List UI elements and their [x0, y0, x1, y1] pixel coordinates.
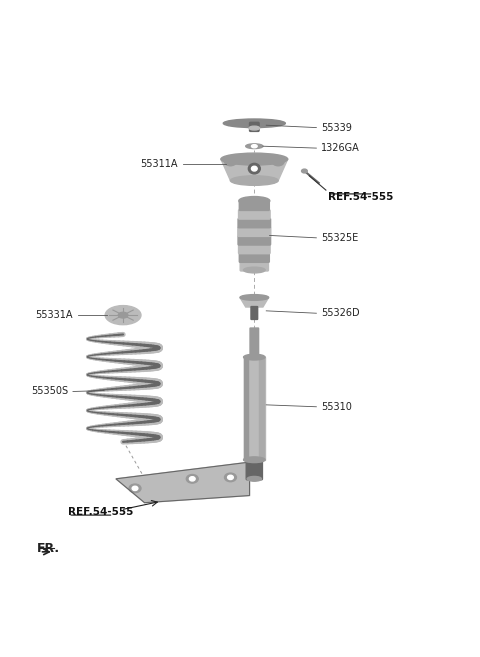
Ellipse shape: [223, 119, 285, 127]
Text: 55331A: 55331A: [36, 310, 73, 320]
Ellipse shape: [243, 354, 265, 360]
Ellipse shape: [105, 306, 141, 325]
FancyBboxPatch shape: [238, 236, 271, 245]
Ellipse shape: [221, 153, 288, 165]
Text: 55326D: 55326D: [321, 308, 360, 318]
Ellipse shape: [132, 486, 138, 491]
Ellipse shape: [301, 169, 307, 173]
Polygon shape: [243, 357, 265, 460]
Text: REF.54-555: REF.54-555: [328, 192, 394, 202]
FancyBboxPatch shape: [239, 244, 270, 254]
Text: 55311A: 55311A: [141, 159, 178, 169]
Ellipse shape: [243, 267, 265, 273]
Text: 55310: 55310: [321, 402, 352, 412]
FancyBboxPatch shape: [259, 357, 264, 460]
Polygon shape: [116, 462, 250, 503]
FancyBboxPatch shape: [243, 357, 248, 460]
Polygon shape: [240, 298, 269, 307]
Ellipse shape: [118, 312, 128, 318]
Ellipse shape: [129, 484, 141, 493]
Ellipse shape: [243, 457, 265, 463]
FancyBboxPatch shape: [246, 459, 263, 480]
Text: 55339: 55339: [321, 123, 352, 133]
FancyBboxPatch shape: [240, 201, 269, 210]
Ellipse shape: [230, 176, 278, 185]
Text: FR.: FR.: [37, 541, 60, 555]
Ellipse shape: [252, 166, 257, 171]
FancyBboxPatch shape: [240, 253, 269, 262]
FancyBboxPatch shape: [251, 307, 258, 319]
FancyBboxPatch shape: [250, 328, 259, 357]
Ellipse shape: [225, 157, 237, 166]
Ellipse shape: [239, 196, 270, 205]
Ellipse shape: [248, 164, 260, 174]
Ellipse shape: [249, 126, 260, 130]
Text: REF.54-555: REF.54-555: [68, 507, 133, 517]
Ellipse shape: [190, 477, 195, 481]
Ellipse shape: [246, 144, 263, 148]
Ellipse shape: [228, 475, 233, 480]
Ellipse shape: [186, 474, 198, 483]
Ellipse shape: [240, 294, 269, 300]
FancyBboxPatch shape: [238, 227, 271, 237]
Ellipse shape: [252, 145, 257, 148]
Ellipse shape: [225, 473, 237, 482]
Polygon shape: [221, 159, 288, 181]
Text: 55350S: 55350S: [31, 386, 68, 396]
Ellipse shape: [272, 157, 284, 166]
Text: 55325E: 55325E: [321, 233, 359, 243]
Ellipse shape: [247, 476, 262, 481]
FancyBboxPatch shape: [250, 122, 259, 131]
FancyBboxPatch shape: [238, 219, 271, 228]
FancyBboxPatch shape: [240, 261, 268, 271]
Text: 1326GA: 1326GA: [321, 143, 360, 153]
FancyBboxPatch shape: [239, 210, 270, 219]
